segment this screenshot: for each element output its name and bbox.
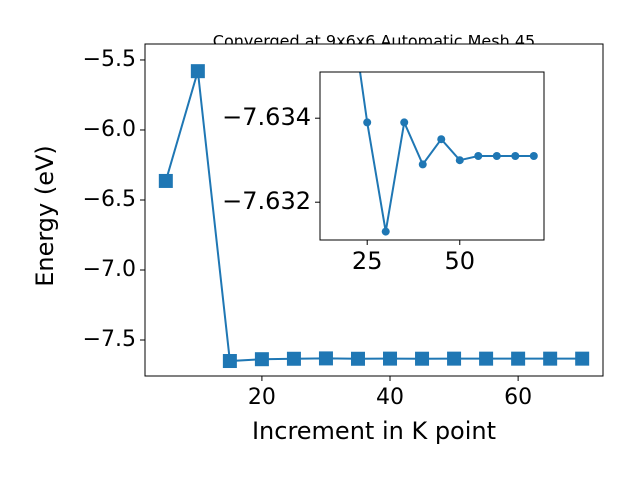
x-tick-label: 20 <box>248 385 276 410</box>
x-axis-label: Increment in K point <box>252 417 496 445</box>
marker <box>350 351 365 366</box>
marker <box>400 118 409 127</box>
marker <box>529 152 538 160</box>
marker <box>286 351 301 366</box>
x-tick-label: 50 <box>444 247 475 275</box>
axes-frame <box>144 43 604 377</box>
y-axis-label: Energy (eV) <box>31 145 59 287</box>
axes-frame <box>319 71 545 241</box>
y-tick-label: −7.634 <box>222 103 311 131</box>
series <box>158 64 590 369</box>
x-tick-label: 40 <box>376 385 404 410</box>
marker <box>511 351 526 366</box>
marker <box>437 135 446 144</box>
marker <box>158 173 173 188</box>
y-tick-label: −7.0 <box>83 257 136 282</box>
y-tick-label: −6.5 <box>83 187 136 212</box>
marker <box>447 351 462 366</box>
marker <box>381 227 390 236</box>
marker <box>479 351 494 366</box>
x-tick-label: 25 <box>352 247 383 275</box>
marker <box>455 156 464 165</box>
marker <box>415 351 430 366</box>
marker <box>543 351 558 366</box>
marker <box>492 152 501 160</box>
marker <box>190 64 205 79</box>
y-tick-label: −7.5 <box>83 327 136 352</box>
series <box>359 72 538 236</box>
x-tick-label: 60 <box>504 385 532 410</box>
marker <box>383 351 398 366</box>
y-tick-label: −6.0 <box>83 117 136 142</box>
marker <box>474 152 483 160</box>
marker <box>318 351 333 366</box>
marker <box>511 152 520 160</box>
y-tick-label: −7.632 <box>222 187 311 215</box>
marker <box>222 354 237 369</box>
marker <box>363 118 372 127</box>
marker <box>575 351 590 366</box>
marker <box>418 160 427 169</box>
y-tick-label: −5.5 <box>83 47 136 72</box>
marker <box>254 352 269 367</box>
